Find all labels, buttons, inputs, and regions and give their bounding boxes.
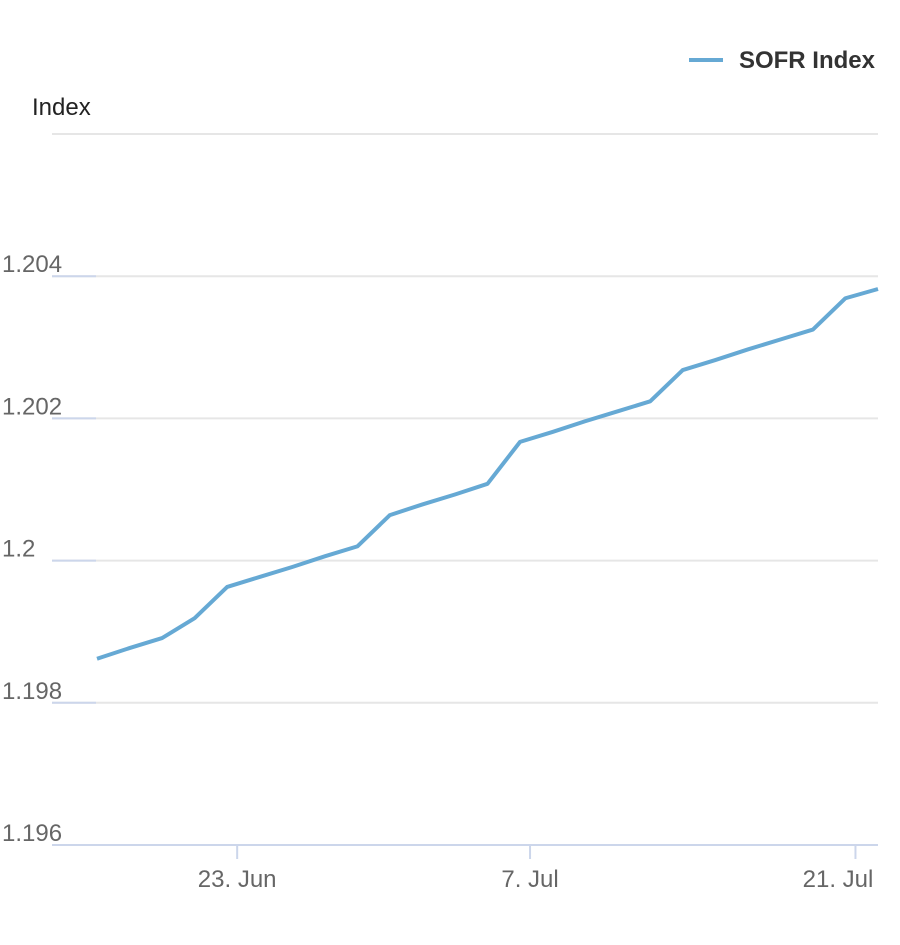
y-tick-label: 1.198: [2, 678, 62, 705]
y-tick-label: 1.2: [2, 536, 35, 563]
y-tick-label: 1.202: [2, 393, 62, 420]
y-tick-label: 1.196: [2, 820, 62, 847]
x-tick-label: 21. Jul: [803, 866, 874, 893]
x-tick-label: 23. Jun: [198, 866, 277, 893]
y-tick-label: 1.204: [2, 251, 62, 278]
legend-label: SOFR Index: [739, 47, 876, 74]
line-series: [96, 287, 879, 661]
y-axis-label: Index: [32, 94, 91, 121]
x-tick-label: 7. Jul: [501, 866, 558, 893]
